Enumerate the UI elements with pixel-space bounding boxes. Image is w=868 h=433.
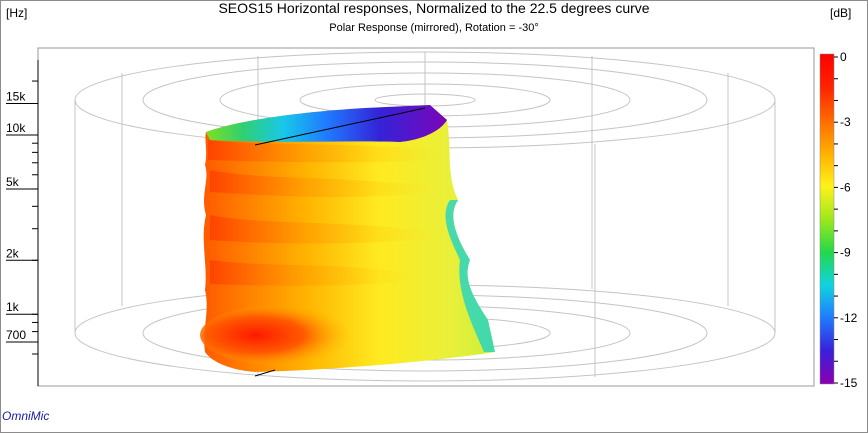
- axis-line-bottom: [254, 369, 276, 377]
- colorbar: [819, 53, 835, 385]
- colorbar-tick-label: -15: [840, 376, 858, 390]
- axis-line-top: [254, 107, 426, 146]
- chart-title: SEOS15 Horizontal responses, Normalized …: [218, 0, 650, 16]
- response-surface: [200, 105, 495, 372]
- colorbar-tick-label: -3: [840, 115, 851, 129]
- colorbar-tick-label: -12: [840, 311, 858, 325]
- chart-subtitle: Polar Response (mirrored), Rotation = -3…: [329, 22, 539, 34]
- frequency-tick-label: 10k: [6, 121, 26, 135]
- colorbar-tick-label: -6: [840, 180, 851, 194]
- colorbar-axis: 0 -3 -6 -9 -12 -15: [834, 50, 858, 390]
- frequency-tick-label: 2k: [6, 246, 20, 260]
- colorbar-tick-label: -9: [840, 246, 851, 260]
- colorbar-tick-label: 0: [840, 50, 847, 64]
- db-unit-label: [dB]: [830, 6, 852, 20]
- frequency-tick-label: 15k: [6, 89, 26, 103]
- frequency-tick-label: 5k: [6, 175, 20, 189]
- frequency-unit-label: [Hz]: [6, 6, 28, 20]
- frequency-tick-label: 1k: [6, 300, 20, 314]
- frequency-tick-label: 700: [6, 328, 26, 342]
- frequency-axis: 700 1k 2k 5k 10k 15k: [6, 60, 39, 386]
- omnimic-brand: OmniMic: [2, 409, 50, 423]
